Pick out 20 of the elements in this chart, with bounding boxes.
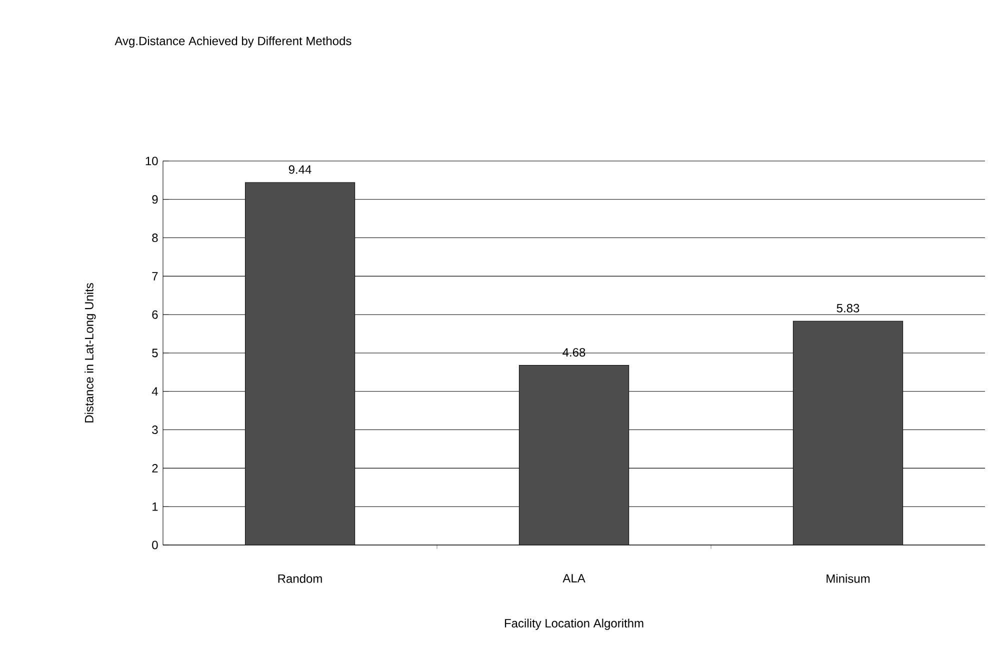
y-tick-label: 3: [152, 426, 158, 434]
y-tick-label: 8: [152, 234, 158, 242]
y-tick-label: 7: [152, 272, 158, 280]
x-tick-label: ALA: [562, 574, 586, 582]
y-tick-label: 2: [152, 464, 158, 472]
y-tick-label: 5: [152, 348, 158, 358]
y-tick-label: 1: [152, 502, 158, 511]
x-tick-label: Random: [278, 574, 322, 583]
y-tick-label: 0: [152, 540, 158, 550]
y-tick-label: 9: [152, 195, 158, 204]
data-label: 5.83: [836, 304, 860, 312]
y-tick-label: 10: [146, 156, 158, 166]
x-axis-title: Facility Location Algorithm: [504, 618, 644, 630]
y-axis-title: Distance in Lat-Long Units: [84, 283, 96, 422]
chart-title: Avg.Distance Achieved by Different Methods: [114, 36, 352, 48]
data-label: 9.44: [288, 165, 312, 174]
y-tick-label: 6: [152, 310, 158, 319]
data-label: 4.68: [562, 348, 586, 357]
y-tick-label: 4: [152, 387, 158, 396]
x-tick-label: Minisum: [826, 574, 870, 583]
